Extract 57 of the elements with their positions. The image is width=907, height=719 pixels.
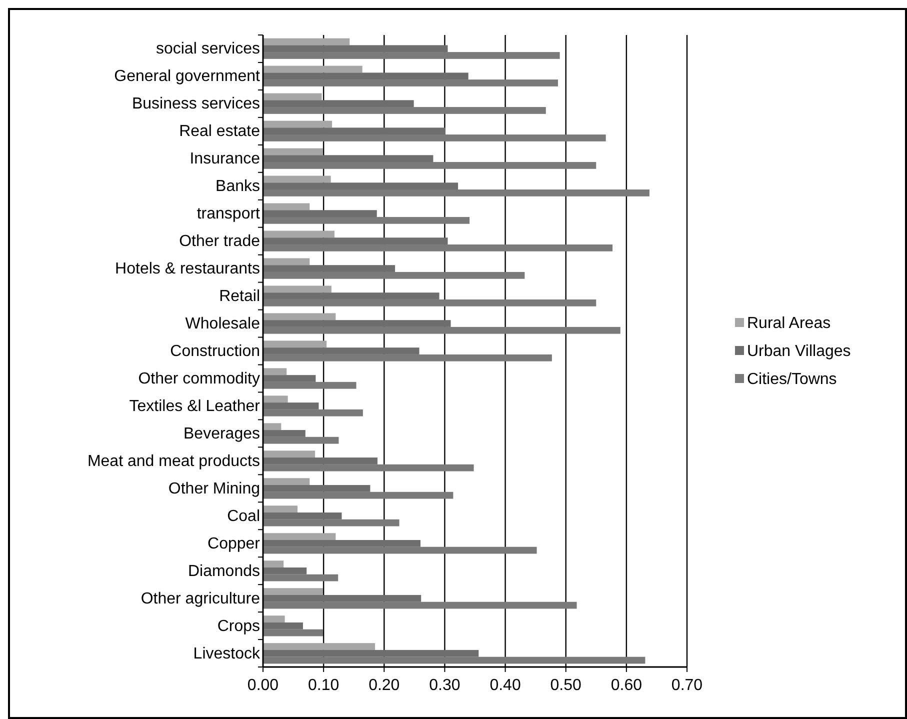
bar (263, 203, 310, 210)
bar (263, 616, 285, 622)
x-tick-label: 0.10 (308, 677, 340, 694)
y-tick-label: Construction (170, 343, 260, 360)
bar (263, 313, 336, 320)
bar (263, 38, 350, 46)
y-tick-label: Banks (216, 178, 260, 196)
x-tick-label: 0.00 (247, 677, 279, 694)
y-tick-label: Copper (208, 535, 261, 552)
y-tick-label: social services (156, 40, 260, 58)
bar (263, 93, 322, 100)
bar (263, 533, 336, 540)
legend-label: Cities/Towns (747, 371, 837, 388)
legend-label: Rural Areas (747, 315, 831, 332)
x-tick-label: 0.50 (550, 677, 582, 694)
y-tick-label: Coal (227, 508, 260, 525)
bar (263, 396, 288, 403)
bar (263, 560, 284, 568)
y-tick-label: Meat and meat products (87, 452, 260, 470)
bar (263, 148, 323, 156)
bar (263, 643, 376, 650)
y-tick-label: Insurance (190, 150, 260, 168)
bar (263, 450, 316, 458)
y-tick-label: Beverages (184, 425, 260, 442)
x-tick-label: 0.70 (671, 677, 703, 694)
y-tick-label: Wholesale (185, 316, 260, 333)
y-tick-label: Other commodity (138, 370, 260, 388)
y-tick-label: Retail (219, 288, 260, 306)
y-tick-label: transport (196, 206, 261, 223)
x-tick-label: 0.20 (368, 677, 400, 694)
y-tick-label: Livestock (193, 645, 261, 662)
y-tick-label: Other agriculture (140, 590, 260, 608)
bar (263, 340, 327, 348)
bar (263, 120, 332, 128)
bar (263, 423, 282, 430)
x-tick-label: 0.40 (490, 677, 521, 694)
bar (263, 588, 323, 595)
y-tick-label: Diamonds (188, 562, 260, 580)
y-tick-label: Other Mining (168, 480, 260, 498)
legend-label: Urban Villages (747, 343, 851, 360)
y-tick-label: Hotels & restaurants (115, 260, 260, 278)
y-tick-label: Other trade (179, 233, 260, 250)
y-tick-label: General government (114, 68, 261, 86)
bar (263, 478, 310, 486)
bar (263, 66, 362, 73)
bar (263, 368, 287, 376)
y-tick-label: Real estate (179, 123, 260, 140)
bar (263, 176, 331, 183)
bar (263, 230, 334, 238)
x-tick-label: 0.60 (610, 677, 642, 694)
y-tick-label: Crops (217, 618, 260, 635)
x-tick-label: 0.30 (429, 677, 460, 694)
bar (263, 258, 310, 266)
y-tick-label: Textiles &l Leather (129, 398, 261, 415)
bar (263, 506, 298, 513)
bar (263, 286, 332, 293)
y-tick-label: Business services (132, 96, 260, 113)
